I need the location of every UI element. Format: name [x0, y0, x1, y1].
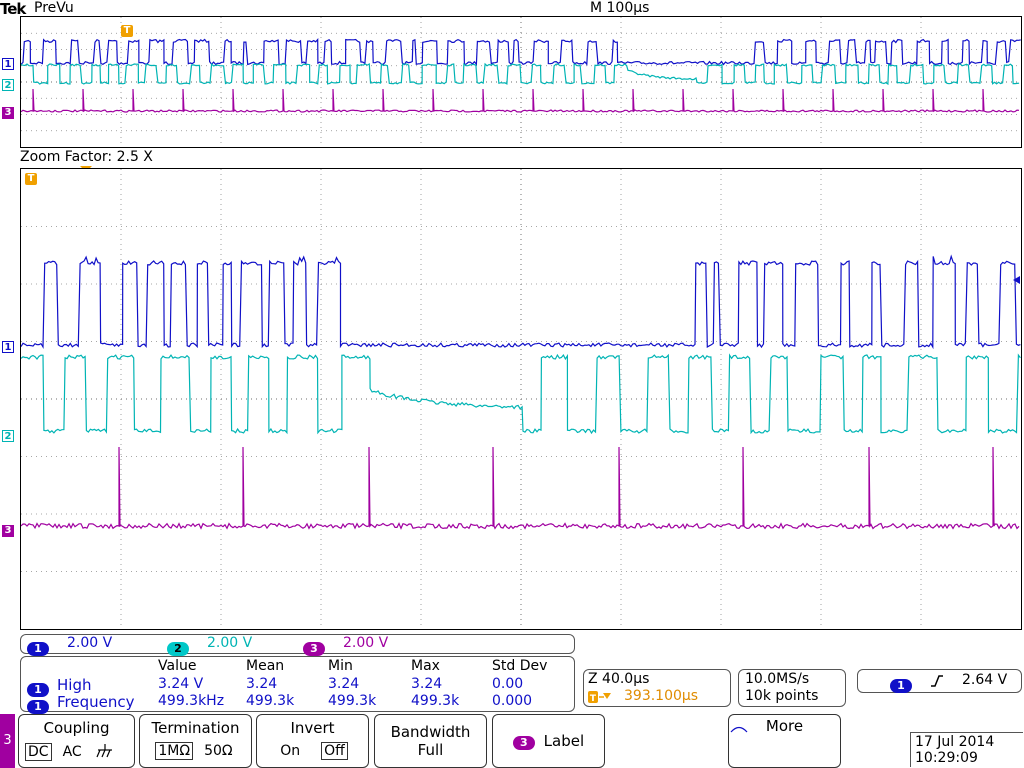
ch1-badge[interactable]: 1 — [27, 642, 49, 656]
coupling-ground-option[interactable] — [93, 741, 117, 761]
meas-row1-mean: 3.24 — [246, 676, 278, 692]
overview-ch2-marker: 2 — [2, 79, 14, 91]
acquisition-mode: PreVu — [34, 0, 74, 16]
sample-rate-readout: 10.0MS/s — [745, 671, 810, 687]
meas-row1-ch: 1 — [27, 683, 49, 697]
meas-row2-mean: 499.3k — [246, 693, 295, 709]
meas-row2-std: 0.000 — [492, 693, 533, 709]
zoom-ch3-marker[interactable]: 3 — [2, 525, 14, 537]
trigger-level-readout: 2.64 V — [962, 672, 1008, 688]
invert-on-option[interactable]: On — [280, 743, 301, 759]
trigger-position-icon: T — [588, 690, 612, 704]
zoom-trigger-marker: T — [25, 173, 37, 185]
date-readout: 17 Jul 2014 — [915, 734, 995, 750]
coupling-label: Coupling — [43, 719, 110, 737]
channel-menu-tab[interactable]: 3 — [0, 714, 15, 768]
more-arc-icon — [730, 726, 748, 733]
termination-menu[interactable]: Termination 1MΩ 50Ω — [139, 714, 252, 768]
meas-row1-name: High — [57, 676, 92, 694]
svg-text:T: T — [590, 694, 597, 704]
meas-header-stddev: Std Dev — [492, 658, 548, 674]
zoom-ch3-trace — [21, 446, 1020, 530]
record-length-readout: 10k points — [745, 688, 819, 704]
acquisition-info-panel[interactable]: 10.0MS/s 10k points — [738, 669, 846, 707]
coupling-menu[interactable]: Coupling DC AC — [18, 714, 135, 768]
ch3-scale[interactable]: 2.00 V — [343, 635, 389, 651]
ch1-scale[interactable]: 2.00 V — [67, 635, 113, 651]
trigger-position-readout: 393.100µs — [624, 688, 699, 704]
rising-edge-icon — [931, 675, 943, 687]
meas-header-mean: Mean — [246, 658, 285, 674]
zoom-waveform-display: T — [20, 168, 1022, 630]
meas-row1-std: 0.00 — [492, 676, 524, 692]
meas-row1-min: 3.24 — [328, 676, 360, 692]
overview-trigger-marker: T — [121, 25, 133, 37]
bandwidth-value: Full — [417, 741, 444, 759]
zoom-info-panel[interactable]: Z 40.0µs T 393.100µs — [583, 669, 731, 707]
coupling-dc-option[interactable]: DC — [25, 743, 52, 761]
zoom-ch2-marker[interactable]: 2 — [2, 430, 14, 442]
meas-row2-min: 499.3k — [328, 693, 377, 709]
overview-ch1-trace — [21, 38, 1021, 66]
zoom-graticule — [21, 169, 1021, 629]
zoom-ch1-trace — [21, 254, 1021, 350]
time-readout: 10:29:09 — [915, 750, 978, 766]
meas-header-value: Value — [158, 658, 197, 674]
trigger-info-panel[interactable]: 1 2.64 V — [857, 669, 1022, 693]
meas-row1-max: 3.24 — [411, 676, 443, 692]
label-channel-badge: 3 — [512, 736, 535, 750]
zoom-scale-readout: Z 40.0µs — [588, 671, 650, 687]
ch3-badge[interactable]: 3 — [303, 642, 325, 656]
invert-label: Invert — [290, 719, 335, 737]
meas-header-max: Max — [411, 658, 440, 674]
termination-1mohm-option[interactable]: 1MΩ — [155, 742, 194, 760]
brand-logo: Tek — [0, 0, 26, 18]
trigger-source-badge: 1 — [890, 679, 912, 693]
meas-row2-value: 499.3kHz — [158, 693, 225, 709]
coupling-ac-option[interactable]: AC — [62, 744, 82, 760]
invert-menu[interactable]: Invert On Off — [256, 714, 369, 768]
overview-waveform-display: T — [20, 16, 1022, 148]
more-label: More — [765, 717, 804, 735]
zoom-ch1-edge-indicator — [1013, 276, 1020, 284]
ground-icon — [96, 744, 112, 758]
ch2-badge[interactable]: 2 — [167, 642, 189, 656]
overview-ch3-trace — [21, 88, 1020, 113]
termination-label: Termination — [151, 719, 240, 737]
bandwidth-menu[interactable]: Bandwidth Full — [374, 714, 487, 768]
zoom-factor-label: Zoom Factor: 2.5 X — [20, 149, 153, 165]
label-button-text: Label — [543, 732, 585, 750]
termination-50ohm-option[interactable]: 50Ω — [204, 743, 233, 759]
measurements-panel[interactable]: Value Mean Min Max Std Dev 1 High 3.24 V… — [20, 656, 575, 714]
meas-header-min: Min — [328, 658, 353, 674]
bandwidth-label: Bandwidth — [390, 723, 471, 741]
invert-off-option[interactable]: Off — [321, 742, 348, 760]
ch2-scale[interactable]: 2.00 V — [207, 635, 253, 651]
timebase-readout: M 100µs — [590, 0, 650, 16]
channel-scale-bar: 1 2.00 V 2 2.00 V 3 2.00 V — [20, 634, 575, 656]
overview-ch3-marker: 3 — [2, 107, 14, 119]
datetime-display: 17 Jul 2014 10:29:09 — [910, 732, 1023, 767]
zoom-ch2-trace — [21, 353, 1021, 435]
meas-row2-ch: 1 — [27, 700, 49, 714]
zoom-ch1-marker[interactable]: 1 — [2, 341, 14, 353]
meas-row2-max: 499.3k — [411, 693, 460, 709]
more-menu[interactable]: More — [728, 714, 841, 768]
overview-ch1-marker: 1 — [2, 58, 14, 70]
meas-row1-value: 3.24 V — [158, 676, 204, 692]
overview-ch2-trace — [21, 62, 1020, 86]
meas-row2-name: Frequency — [57, 693, 135, 711]
label-menu[interactable]: 3 Label — [492, 714, 605, 768]
